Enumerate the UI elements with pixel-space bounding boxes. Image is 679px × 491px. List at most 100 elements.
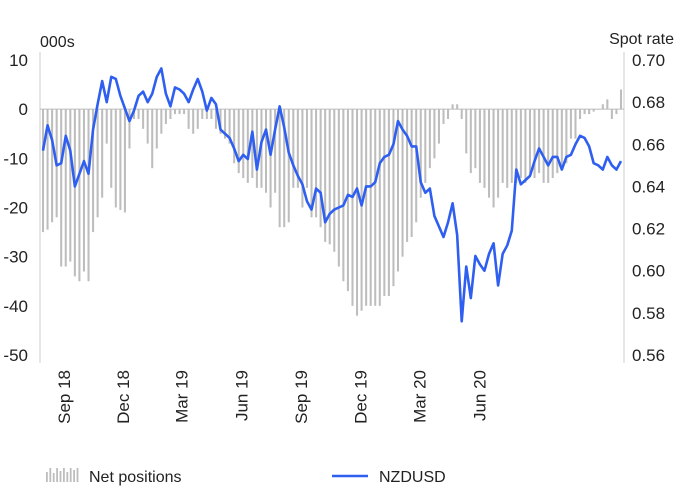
net-positions-bar [542, 109, 545, 183]
net-positions-bar [356, 109, 359, 316]
net-positions-bar [233, 109, 236, 164]
net-positions-bar [592, 109, 595, 112]
net-positions-bar [528, 109, 531, 174]
net-positions-bar [547, 109, 550, 183]
net-positions-bar [178, 109, 181, 115]
net-positions-bar [73, 109, 76, 277]
net-positions-bar [469, 109, 472, 174]
net-positions-bar [456, 104, 459, 110]
net-positions-bar [451, 104, 454, 110]
net-positions-bar [278, 109, 281, 228]
net-positions-bar [433, 109, 436, 159]
net-positions-bar [155, 109, 158, 149]
net-positions-bar [556, 109, 559, 174]
legend-bar-mark [49, 468, 52, 482]
net-positions-bar [610, 109, 613, 119]
net-positions-bar [538, 109, 541, 174]
net-positions-bar [82, 109, 85, 272]
net-positions-bar [392, 109, 395, 287]
net-positions-bar [533, 109, 536, 178]
net-positions-bar [506, 109, 509, 188]
net-positions-bar [251, 109, 254, 178]
net-positions-bar [246, 109, 249, 183]
net-positions-bar [292, 109, 295, 188]
net-positions-bar [173, 109, 177, 115]
net-positions-bar [123, 109, 126, 213]
right-tick-label: 0.64 [632, 177, 665, 196]
net-positions-bar [287, 109, 290, 223]
legend-bar-mark [73, 470, 75, 482]
net-positions-bar [483, 109, 486, 188]
net-positions-bar [365, 109, 368, 306]
net-positions-bar [60, 109, 63, 267]
legend-nzdusd-label: NZDUSD [379, 469, 446, 486]
net-positions-bar [269, 109, 272, 208]
net-positions-bar [619, 89, 623, 110]
net-positions-bar [164, 109, 167, 124]
net-positions-bar [324, 109, 327, 242]
x-tick-label: Sep 19 [292, 370, 311, 424]
net-positions-bar [201, 109, 204, 119]
net-positions-bar [346, 109, 349, 292]
net-positions-bar [196, 109, 199, 129]
net-positions-bar [492, 109, 495, 208]
net-positions-bar [87, 109, 90, 282]
left-tick-label: -30 [3, 248, 28, 267]
net-positions-bar [487, 109, 491, 198]
net-positions-bar [205, 109, 208, 119]
net-positions-bar [396, 109, 400, 272]
left-tick-label: 0 [19, 100, 28, 119]
net-positions-bar [305, 109, 308, 188]
net-positions-bar [169, 109, 172, 119]
net-positions-bar [301, 109, 304, 208]
net-positions-bar [264, 109, 268, 193]
net-positions-bar [69, 109, 72, 262]
left-axis: 10 0 -10 -20 -30 -40 -50 [3, 51, 41, 365]
net-positions-bar [560, 109, 563, 169]
net-positions-bar [237, 109, 240, 174]
net-positions-bar [378, 109, 381, 306]
net-positions-bar [337, 109, 340, 267]
x-tick-label: Dec 18 [114, 370, 133, 424]
net-positions-bar [315, 109, 318, 218]
legend-net-positions-swatch [46, 468, 79, 482]
net-positions-bar [119, 109, 122, 210]
x-tick-label: Sep 18 [55, 370, 74, 424]
net-positions-bar [296, 109, 299, 188]
legend-bar-mark [66, 472, 69, 482]
net-positions-bar [428, 109, 431, 169]
net-positions-bar [219, 109, 222, 134]
net-positions-bar [160, 109, 163, 134]
right-tick-label: 0.66 [632, 135, 665, 154]
right-tick-label: 0.62 [632, 220, 665, 239]
legend-bar-mark [46, 472, 48, 482]
net-positions-bar [351, 109, 354, 306]
net-positions-bar [51, 109, 54, 223]
legend-net-positions-label: Net positions [89, 469, 182, 486]
net-positions-bar [210, 109, 213, 119]
legend-bar-mark [63, 468, 65, 482]
net-positions-bar [551, 109, 554, 178]
left-tick-label: -40 [3, 297, 28, 316]
net-positions-bar [460, 109, 463, 119]
net-positions-bar [192, 109, 195, 134]
x-tick-label: Jun 19 [232, 370, 251, 421]
right-tick-label: 0.68 [632, 93, 665, 112]
net-positions-bar [283, 109, 286, 228]
net-positions-bar [328, 109, 331, 245]
left-tick-label: -20 [3, 199, 28, 218]
x-axis: Sep 18 Dec 18 Mar 19 Jun 19 Sep 19 Dec 19 Mar … [55, 370, 489, 424]
left-axis-unit: 000s [40, 34, 75, 51]
net-positions-bar [515, 109, 518, 183]
net-positions-bar [583, 109, 586, 115]
net-positions-bar [228, 109, 231, 144]
net-positions-bar [437, 109, 440, 144]
net-positions-bar [410, 109, 413, 237]
net-positions-bar [442, 109, 445, 124]
legend-bar-mark [52, 473, 55, 482]
net-positions-bar [310, 109, 313, 218]
net-positions-bar [187, 109, 190, 129]
left-tick-label: -50 [3, 346, 28, 365]
net-positions-bar [401, 109, 404, 257]
